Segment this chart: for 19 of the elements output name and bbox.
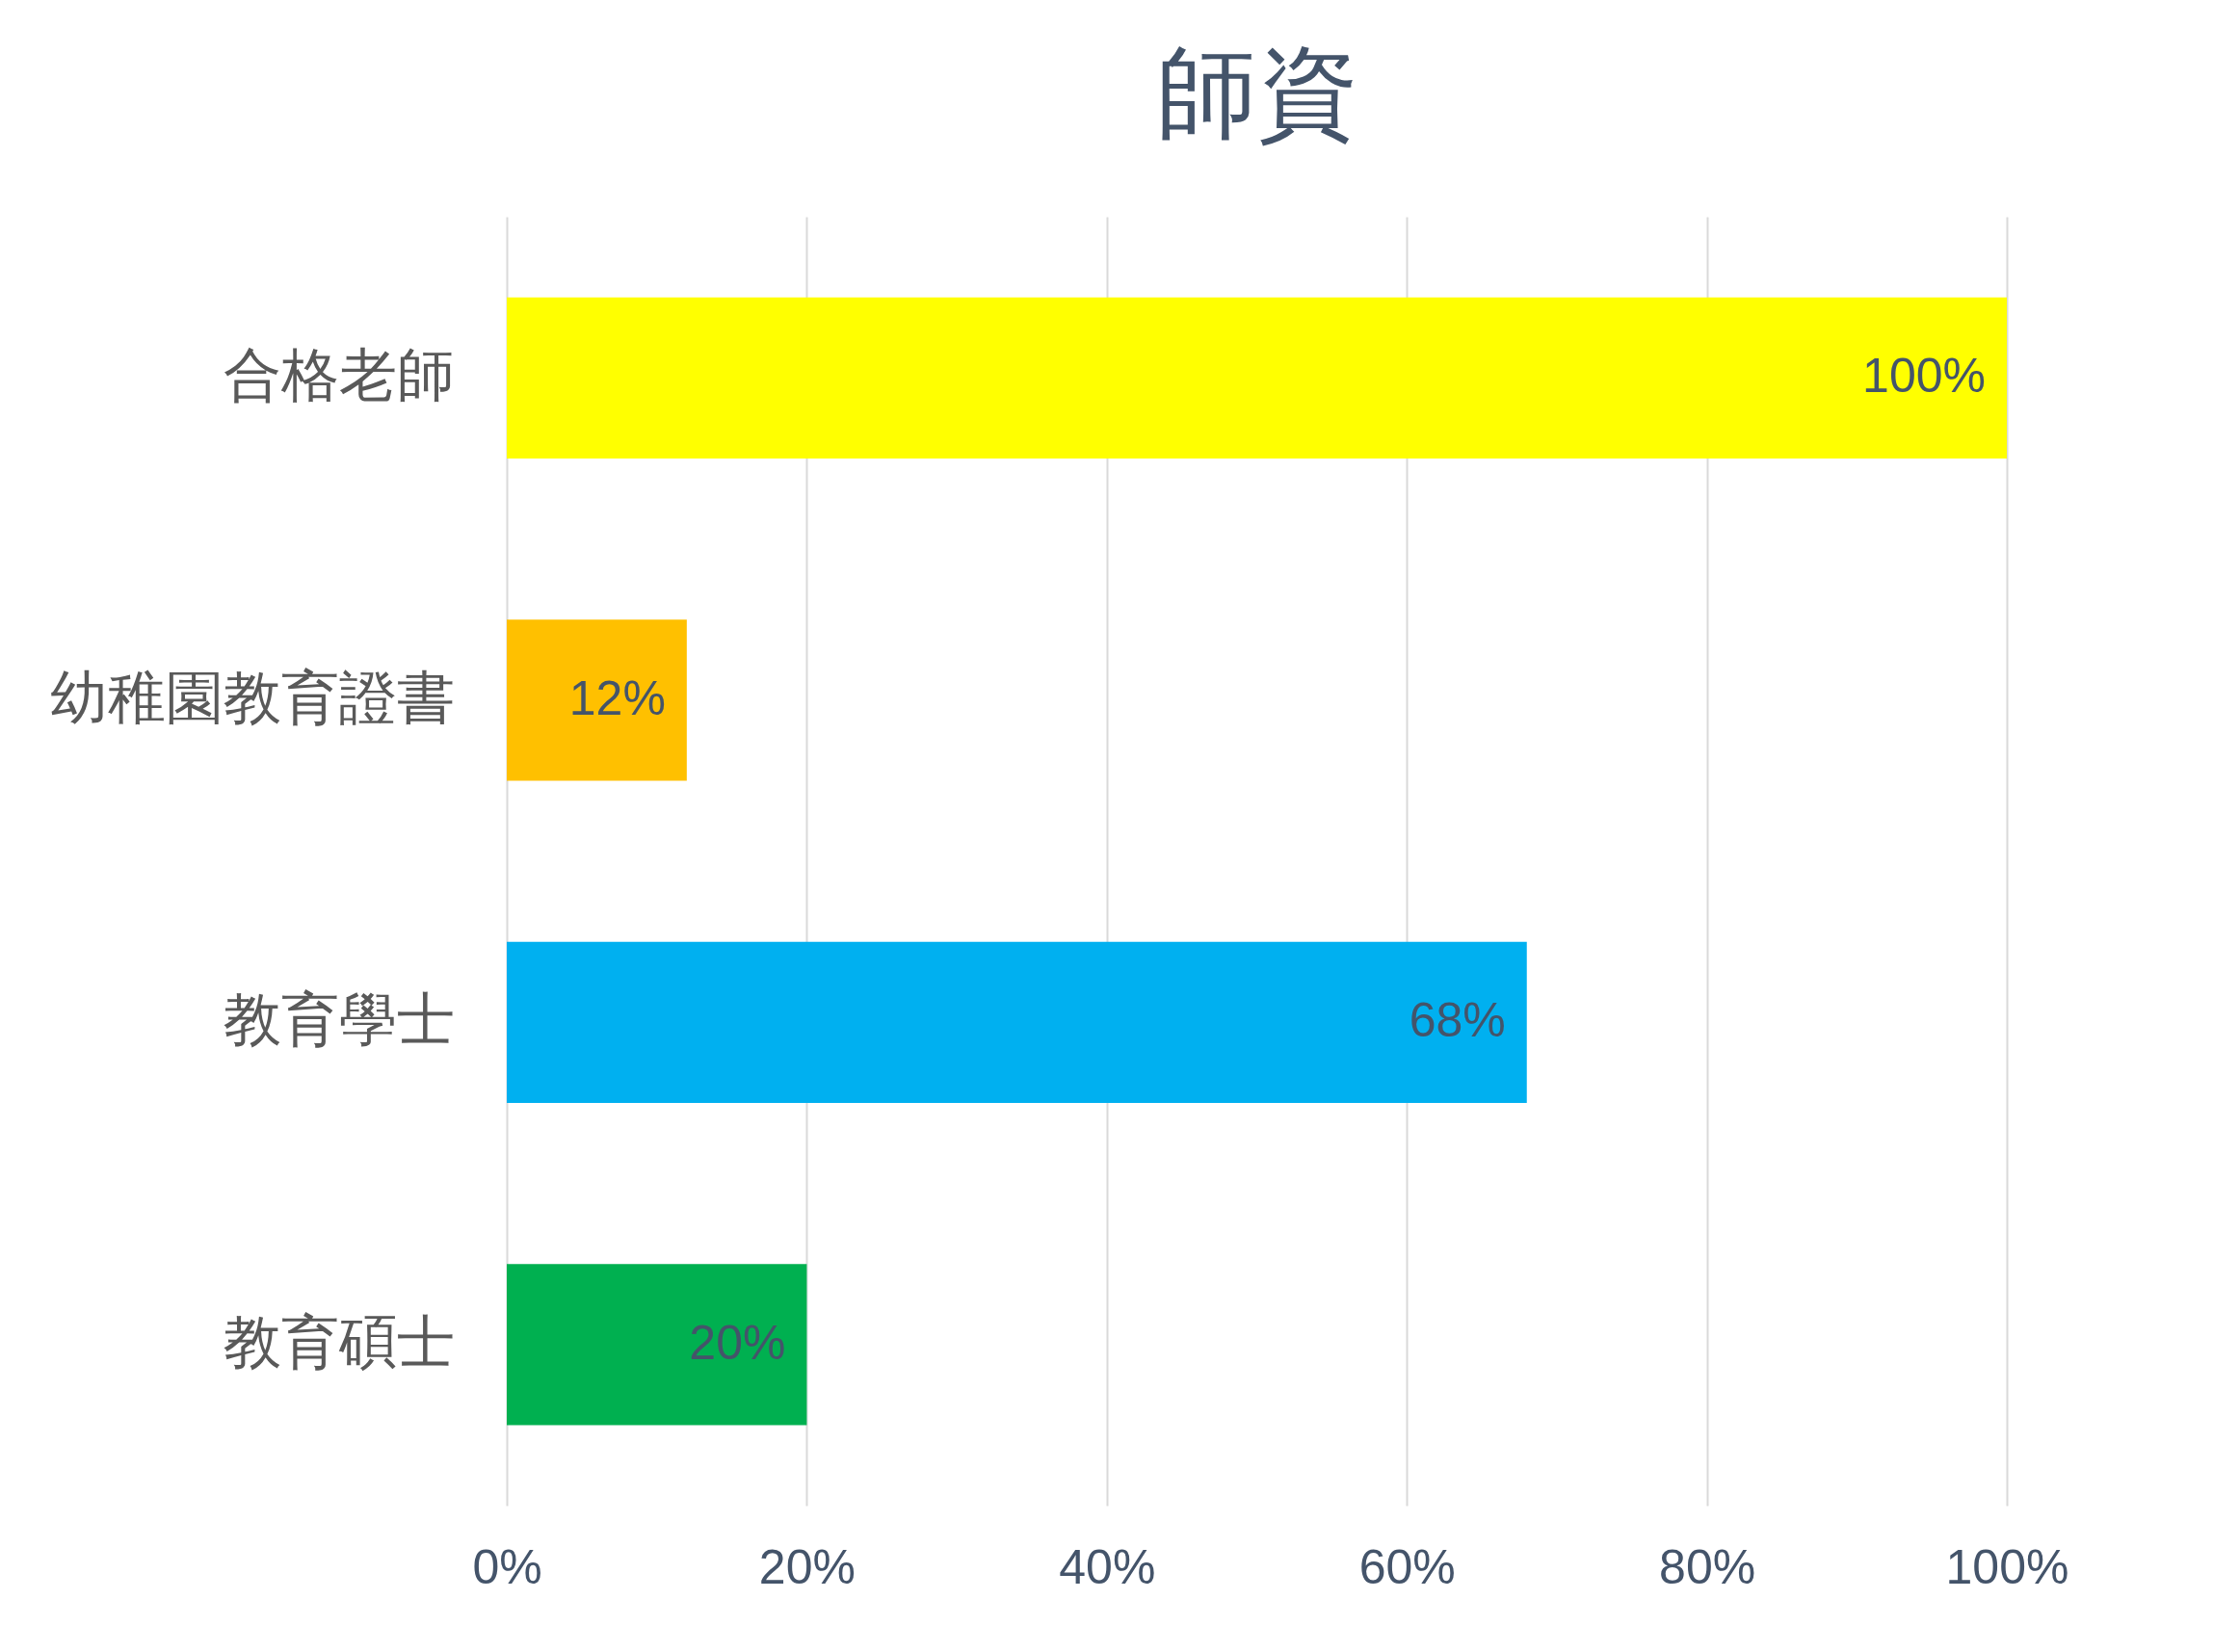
y-tick-label: 教育學士 <box>223 987 455 1053</box>
x-tick-label: 80% <box>1659 1539 1756 1594</box>
x-tick-label: 60% <box>1358 1539 1456 1594</box>
data-label: 68% <box>1409 993 1506 1048</box>
data-label: 100% <box>1862 349 1986 404</box>
bar <box>507 619 687 781</box>
x-tick-label: 100% <box>1945 1539 2069 1594</box>
x-tick-label: 40% <box>1059 1539 1156 1594</box>
y-tick-label: 幼稚園教育證書 <box>49 665 455 730</box>
chart-title: 師資 <box>1155 37 1358 149</box>
x-tick-label: 20% <box>758 1539 856 1594</box>
x-tick-label: 0% <box>472 1539 542 1594</box>
y-tick-label: 教育碩士 <box>223 1309 455 1375</box>
data-label: 20% <box>689 1315 786 1370</box>
data-label: 12% <box>568 670 666 725</box>
bar <box>507 1264 807 1426</box>
bar <box>507 297 2007 459</box>
bar <box>507 941 1527 1103</box>
y-tick-label: 合格老師 <box>223 343 455 408</box>
